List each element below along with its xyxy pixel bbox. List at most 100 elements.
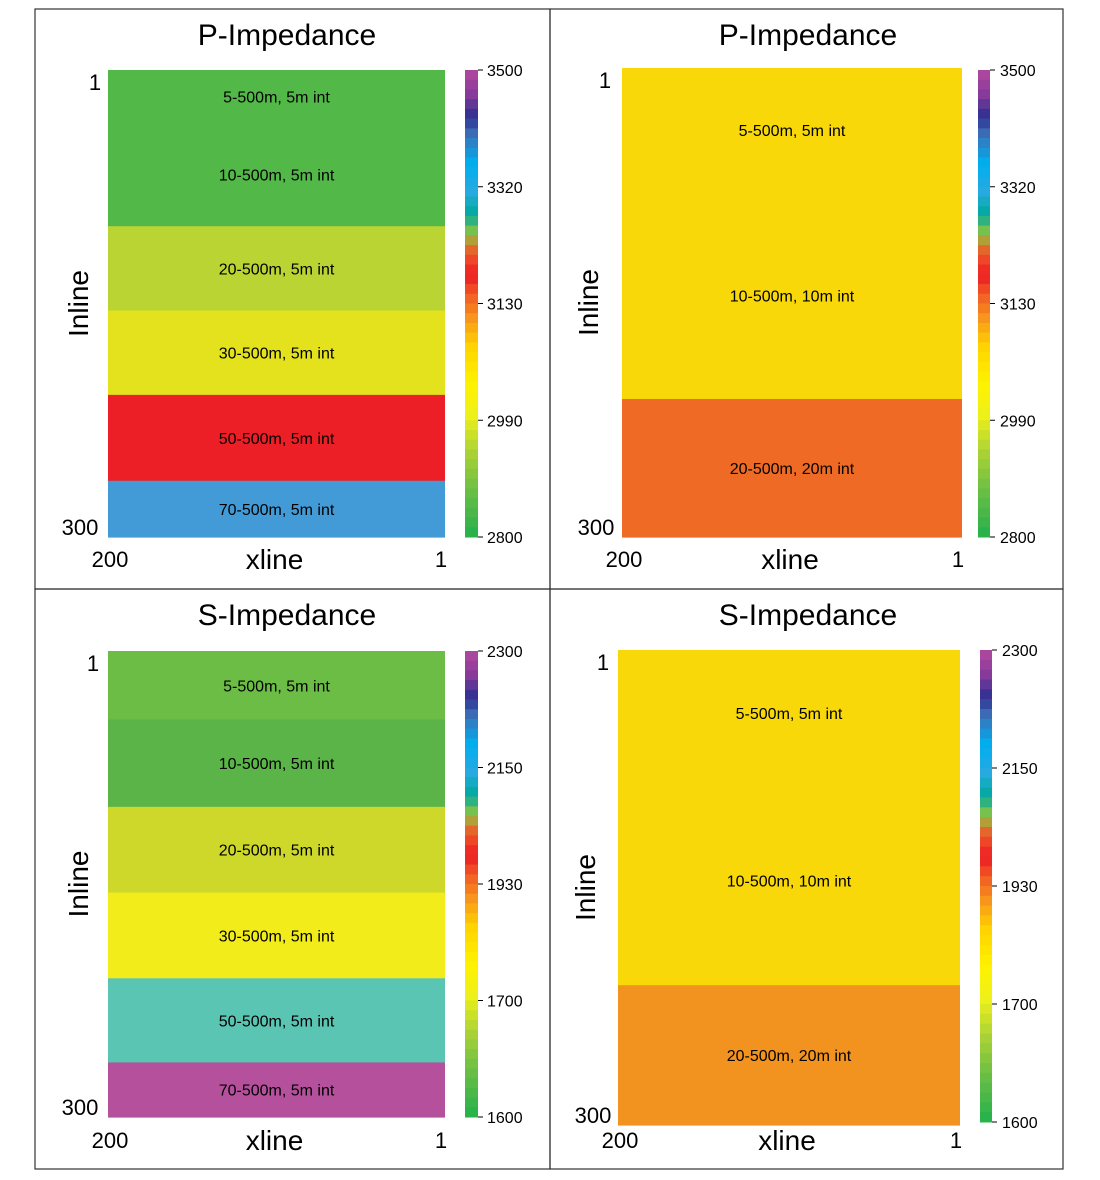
colorbar-cell [980,935,992,946]
layer-band [108,310,445,396]
layer-label: 50-500m, 5m int [219,431,335,448]
colorbar-cell [465,1078,478,1089]
colorbar-cell [980,659,992,671]
colorbar-cell [978,498,990,509]
colorbar-cell [465,1039,478,1050]
layer-label: 20-500m, 5m int [219,843,335,860]
colorbar-cell [465,284,478,295]
colorbar-cell [978,371,990,382]
colorbar-cell [980,1043,992,1054]
colorbar-cell [980,1023,992,1034]
colorbar-tick-label: 2300 [487,644,523,661]
layer-label: 50-500m, 5m int [219,1013,335,1030]
colorbar-cell [465,118,478,129]
colorbar-cell [465,1049,478,1060]
colorbar-cell [978,138,990,149]
layer-band [622,398,962,538]
colorbar-tick-label: 2150 [487,761,523,778]
colorbar-cell [465,498,478,509]
y-tick-label: 300 [578,515,615,540]
y-tick-label: 1 [599,68,611,93]
colorbar-cell [465,215,478,227]
colorbar-cell [978,439,990,450]
layer-band [108,806,445,894]
colorbar-cell [980,886,992,897]
colorbar-cell [978,177,990,188]
colorbar-cell [465,990,478,1001]
layer-band [108,892,445,979]
colorbar-cell [465,981,478,992]
layer-label: 10-500m, 5m int [219,168,335,185]
x-axis-label: xline [761,544,819,575]
colorbar-cell [465,738,478,749]
layer-band [108,978,445,1064]
colorbar-cell [465,660,478,671]
colorbar-cell [980,1013,992,1025]
colorbar-cell [980,807,992,818]
colorbar-cell [980,787,992,798]
colorbar-cell [465,835,478,846]
layer-label: 30-500m, 5m int [219,346,335,363]
colorbar-tick-label: 2990 [1000,413,1036,430]
colorbar-cell [465,391,478,402]
colorbar-cell [978,488,990,499]
colorbar-cell [978,274,990,285]
colorbar-cell [465,225,478,236]
colorbar-cell [978,361,990,373]
colorbar-tick-label: 3130 [487,297,523,314]
colorbar-cell [465,245,478,256]
colorbar-cell [980,964,992,975]
layer-band [108,70,445,124]
layer-label: 10-500m, 5m int [219,756,335,773]
colorbar-cell [978,468,990,480]
colorbar-cell [465,459,478,470]
x-tick-label: 200 [92,547,129,572]
colorbar-tick-label: 2150 [1002,761,1038,778]
colorbar-cell [978,254,990,266]
layer-label: 20-500m, 5m int [219,261,335,278]
colorbar-cell [465,293,478,304]
y-axis-label: Inline [570,854,601,921]
colorbar-cell [980,1112,992,1123]
colorbar-cell [980,689,992,700]
x-tick-label: 1 [952,547,964,572]
colorbar-cell [465,680,478,691]
colorbar-cell [465,342,478,353]
layer-band [108,719,445,808]
colorbar-cell [980,758,992,769]
colorbar-cell [978,527,990,538]
colorbar-cell [465,825,478,836]
colorbar-cell [980,1033,992,1044]
layer-band [618,650,960,777]
y-tick-label: 300 [575,1103,612,1128]
colorbar-cell [465,971,478,982]
colorbar-cell [978,391,990,402]
colorbar-cell [978,352,990,363]
colorbar-tick-label: 1700 [487,994,523,1011]
layer-band [108,394,445,482]
colorbar-cell [980,669,992,680]
colorbar-cell [978,322,990,334]
colorbar-cell [465,371,478,382]
colorbar-cell [980,679,992,690]
colorbar-cell [465,709,478,720]
colorbar-cell [465,254,478,266]
colorbar-cell [465,728,478,739]
colorbar-cell [465,1019,478,1031]
colorbar-cell [980,709,992,720]
colorbar-cell [980,836,992,848]
colorbar-cell [465,874,478,885]
colorbar-cell [980,650,992,661]
y-tick-label: 300 [62,515,99,540]
chart-panel-4: S-Impedance 5-500m, 5m int 10-500m, 10m in… [549,588,1064,1170]
layer-label: 10-500m, 10m int [727,873,852,890]
colorbar-cell [465,1010,478,1021]
x-tick-label: 200 [602,1128,639,1153]
layer-label: 5-500m, 5m int [736,706,843,723]
layer-band [618,775,960,986]
colorbar-cell [978,157,990,168]
colorbar-cell [465,186,478,197]
colorbar-cell [980,827,992,838]
colorbar-cell [980,856,992,867]
